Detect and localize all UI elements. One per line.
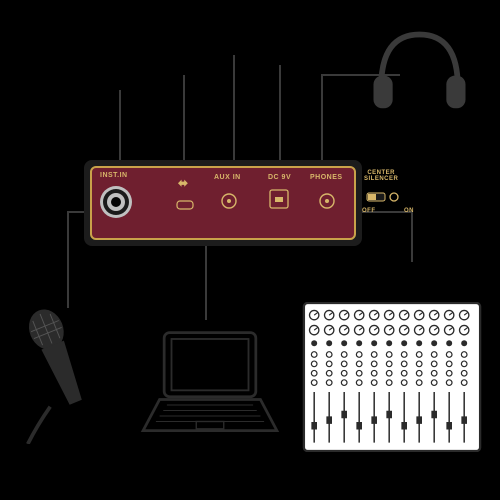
dc-jack	[268, 188, 290, 210]
dc9v-label: DC 9V	[268, 174, 291, 181]
phones-jack	[318, 192, 336, 210]
inst-in-label: INST.IN	[100, 172, 128, 179]
inst-in-jack	[98, 184, 134, 220]
audio-interface: INST.IN ⬌ AUX IN DC 9V PHONES CENTERSILE…	[84, 160, 362, 246]
laptop-icon	[140, 328, 280, 438]
phones-label: PHONES	[310, 174, 343, 181]
wire-phones-right	[362, 212, 412, 262]
center-silencer-label: CENTERSILENCER	[364, 170, 398, 182]
on-label: ON	[404, 208, 414, 214]
usb-port	[174, 194, 196, 216]
aux-in-jack	[220, 192, 238, 210]
mixer-icon	[302, 302, 482, 452]
microphone-icon	[18, 304, 88, 444]
usb-glyph: ⬌	[178, 176, 189, 190]
off-label: OFF	[362, 208, 376, 214]
aux-in-label: AUX IN	[214, 174, 241, 181]
headphones-icon	[362, 18, 477, 118]
silencer-switch	[366, 190, 400, 204]
